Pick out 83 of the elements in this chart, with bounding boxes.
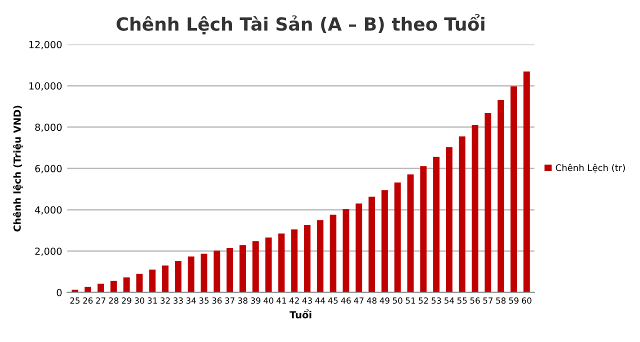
x-tick-label: 57 bbox=[483, 298, 493, 304]
bar bbox=[356, 204, 362, 292]
bar bbox=[407, 174, 414, 292]
bar bbox=[381, 190, 388, 292]
y-tick-label: 2,000 bbox=[35, 248, 62, 256]
chart-title: Chênh Lệch Tài Sản (A – B) theo Tuổi bbox=[116, 14, 484, 34]
x-tick-label: 46 bbox=[341, 297, 351, 304]
x-tick-label: 50 bbox=[392, 297, 402, 304]
x-tick-label: 28 bbox=[108, 297, 118, 304]
x-tick-label: 54 bbox=[444, 298, 454, 304]
x-tick-label: 55 bbox=[457, 298, 467, 304]
bar bbox=[149, 270, 156, 292]
bar bbox=[174, 261, 182, 292]
bar bbox=[291, 229, 298, 292]
bar bbox=[84, 286, 92, 292]
x-tick-label: 42 bbox=[289, 297, 299, 304]
bar bbox=[484, 113, 492, 292]
x-tick-label: 31 bbox=[148, 297, 157, 304]
bar bbox=[433, 156, 440, 292]
x-tick-label: 34 bbox=[186, 297, 196, 304]
x-tick-label: 47 bbox=[354, 298, 364, 304]
bar bbox=[472, 125, 478, 292]
x-tick-label: 44 bbox=[315, 298, 325, 304]
x-tick-label: 30 bbox=[134, 297, 144, 304]
bar bbox=[458, 136, 466, 292]
x-tick-label: 58 bbox=[496, 297, 506, 304]
bar bbox=[342, 209, 350, 292]
x-tick-label: 37 bbox=[225, 297, 234, 304]
y-tick-label: 0 bbox=[56, 288, 62, 296]
bar bbox=[98, 284, 104, 292]
y-tick-label: 4,000 bbox=[34, 206, 62, 215]
x-tick-label: 56 bbox=[470, 297, 480, 304]
bar bbox=[394, 182, 401, 292]
bar bbox=[136, 274, 143, 292]
y-tick-label: 12,000 bbox=[29, 40, 62, 50]
bar bbox=[214, 250, 220, 292]
x-tick-label: 26 bbox=[83, 297, 93, 304]
x-tick-label: 52 bbox=[418, 297, 428, 304]
bar bbox=[368, 196, 376, 292]
bar bbox=[72, 290, 78, 292]
x-tick-label: 29 bbox=[122, 297, 132, 304]
x-axis-title: Tuổi bbox=[290, 309, 312, 318]
x-tick-label: 38 bbox=[238, 297, 248, 304]
bar bbox=[162, 266, 169, 292]
bar bbox=[265, 237, 272, 292]
bar bbox=[510, 86, 517, 292]
y-axis-title: Chênh lệch (Triệu VND) bbox=[12, 106, 23, 232]
bar bbox=[523, 72, 530, 292]
bar bbox=[330, 214, 336, 292]
x-tick-label: 60 bbox=[522, 297, 532, 304]
bar bbox=[420, 166, 427, 292]
x-tick-label: 51 bbox=[406, 298, 416, 304]
bar bbox=[278, 234, 285, 292]
x-tick-label: 59 bbox=[509, 297, 518, 304]
bar bbox=[226, 248, 234, 292]
x-tick-label: 49 bbox=[380, 297, 390, 304]
x-tick-label: 40 bbox=[264, 297, 274, 304]
bar bbox=[239, 245, 246, 292]
x-tick-label: 25 bbox=[70, 297, 80, 304]
x-tick-label: 45 bbox=[328, 298, 338, 304]
x-tick-label: 36 bbox=[212, 297, 222, 304]
bar bbox=[498, 100, 504, 292]
x-tick-label: 53 bbox=[432, 297, 441, 304]
x-tick-label: 48 bbox=[366, 297, 377, 304]
x-tick-label: 35 bbox=[199, 297, 209, 304]
y-tick-label: 6,000 bbox=[35, 164, 62, 174]
x-tick-label: 27 bbox=[96, 297, 106, 304]
bar bbox=[304, 225, 310, 292]
x-tick-label: 41 bbox=[276, 298, 286, 304]
y-tick-label: 10,000 bbox=[29, 82, 62, 91]
x-tick-label: 32 bbox=[160, 297, 170, 304]
bar bbox=[446, 147, 452, 292]
bar bbox=[188, 256, 194, 292]
bar bbox=[252, 241, 259, 292]
x-tick-label: 33 bbox=[174, 297, 183, 304]
x-tick-label: 39 bbox=[250, 297, 260, 304]
y-tick-label: 8,000 bbox=[35, 124, 62, 132]
bar bbox=[110, 280, 117, 292]
bar bbox=[316, 220, 324, 292]
x-tick-label: 43 bbox=[302, 297, 312, 304]
bar bbox=[123, 277, 130, 292]
legend-label: Chênh Lệch (tr) bbox=[556, 164, 625, 173]
bar bbox=[200, 254, 208, 292]
